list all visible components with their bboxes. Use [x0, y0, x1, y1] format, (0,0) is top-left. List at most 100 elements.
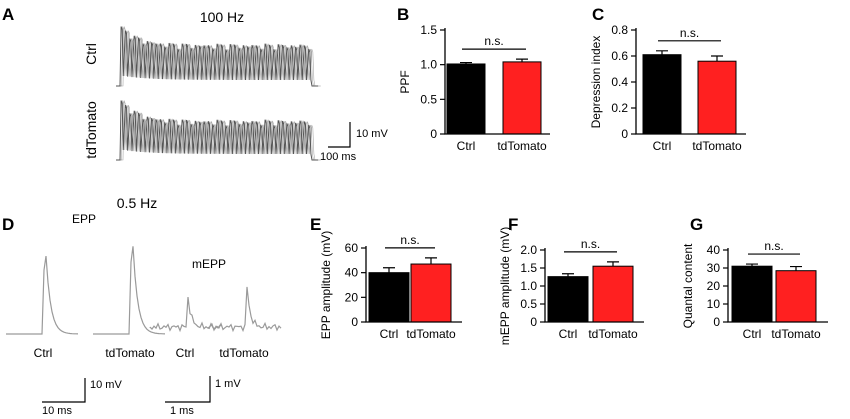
y-tick-label-e: 0	[351, 315, 358, 329]
label-epp: EPP	[72, 212, 96, 226]
y-tick-label-b: 1.0	[420, 58, 437, 72]
y-tick-label-b: 1.5	[420, 23, 437, 37]
error-bar-f-tdtomato	[607, 261, 619, 267]
panel-letter-f: F	[508, 215, 518, 234]
y-tick-label-e: 40	[345, 266, 359, 280]
x-tick-b-tdtomato: tdTomato	[497, 139, 547, 153]
y-tick-label-g: 20	[707, 279, 721, 293]
error-bar-e-ctrl	[383, 267, 395, 273]
y-tick-label-c: 0.6	[611, 49, 628, 63]
y-tick-label-g: 0	[713, 315, 720, 329]
x-tick-c-tdtomato: tdTomato	[692, 139, 742, 153]
trace-a-ctrl-overlay	[119, 26, 321, 87]
y-tick-label-f: 1.5	[520, 261, 537, 275]
label-mepp: mEPP	[192, 257, 226, 271]
scale-epp-time: 10 ms	[42, 405, 72, 417]
y-tick-label-f: 1.0	[520, 279, 537, 293]
x-tick-g-ctrl: Ctrl	[743, 327, 762, 341]
y-axis-label-f: mEPP amplitude (mV)	[498, 227, 512, 345]
bar-g-ctrl	[731, 265, 773, 323]
trace-group-d	[6, 246, 282, 335]
d-label-ctrl-1: Ctrl	[34, 346, 53, 360]
significance-label-f: n.s.	[581, 237, 600, 251]
significance-label-g: n.s.	[764, 239, 783, 253]
trace-a-tdtomato-overlay	[119, 100, 321, 161]
x-tick-b-ctrl: Ctrl	[457, 139, 476, 153]
error-bar-g-ctrl	[746, 263, 758, 267]
y-tick-label-f: 0	[530, 315, 537, 329]
chart-g: Ctrl tdTomato 0 10 20 30 40 Quantal content n.s.	[681, 239, 828, 341]
y-axis-label-g: Quantal content	[681, 243, 695, 328]
y-tick-label-f: 0.5	[520, 297, 537, 311]
x-tick-c-ctrl: Ctrl	[653, 139, 672, 153]
y-tick-label-c: 0	[621, 127, 628, 141]
y-axis-label-c: Depression index	[589, 36, 603, 129]
bar-g-tdtomato	[775, 270, 817, 323]
panel-letter-d: D	[2, 215, 14, 234]
scale-mepp-time: 1 ms	[170, 405, 194, 417]
bar-f-tdtomato	[592, 265, 634, 323]
x-tick-e-ctrl: Ctrl	[380, 327, 399, 341]
y-tick-label-c: 0.8	[611, 23, 628, 37]
error-bar-f-ctrl	[562, 273, 574, 277]
chart-f: Ctrl tdTomato 0 0.5 1.0 1.5 2.0 mEPP amplitude …	[498, 227, 644, 345]
y-tick-label-b: 0.5	[420, 92, 437, 106]
title-05hz: 0.5 Hz	[117, 195, 157, 211]
chart-c: Ctrl tdTomato 0 0.2 0.4 0.6 0.8 Depression inde…	[589, 23, 746, 153]
bar-c-tdtomato	[697, 60, 737, 135]
x-tick-g-tdtomato: tdTomato	[771, 327, 821, 341]
bar-c-ctrl	[642, 54, 682, 135]
bar-b-ctrl	[446, 63, 486, 135]
significance-label-e: n.s.	[400, 233, 419, 247]
error-bar-b-tdtomato	[516, 58, 528, 62]
bar-f-ctrl	[547, 276, 589, 323]
epp-trace-tdtomato	[93, 246, 166, 335]
d-label-ctrl-2: Ctrl	[176, 346, 195, 360]
chart-e: Ctrl tdTomato 0 20 40 60 EPP amplitude (mV) n.s…	[319, 231, 462, 341]
error-bar-b-ctrl	[460, 61, 472, 64]
scale-mepp-voltage: 1 mV	[215, 378, 241, 390]
error-bar-c-tdtomato	[711, 55, 723, 62]
mepp-trace-tdtomato	[208, 286, 282, 333]
trace-label-td-a: tdTomato	[83, 101, 99, 159]
mepp-trace-ctrl	[149, 297, 223, 333]
d-label-td-2: tdTomato	[219, 346, 269, 360]
x-tick-f-ctrl: Ctrl	[559, 327, 578, 341]
y-tick-label-f: 2.0	[520, 243, 537, 257]
error-bar-g-tdtomato	[790, 265, 802, 271]
trace-label-ctrl-a: Ctrl	[83, 43, 99, 65]
panel-letter-c: C	[592, 5, 604, 24]
y-axis-label-b: PPF	[398, 70, 412, 93]
y-tick-label-e: 60	[345, 241, 359, 255]
chart-b: Ctrl tdTomato 0 0.5 1.0 1.5 PPF n.s.	[398, 23, 550, 153]
y-tick-label-g: 10	[707, 297, 721, 311]
panel-letter-b: B	[397, 5, 409, 24]
x-tick-f-tdtomato: tdTomato	[588, 327, 638, 341]
error-bar-e-tdtomato	[425, 257, 437, 265]
scale-bar-mepp	[165, 376, 211, 403]
significance-label-b: n.s.	[484, 34, 503, 48]
scale-a-voltage: 10 mV	[356, 128, 388, 140]
bar-b-tdtomato	[502, 61, 542, 135]
panel-letter-g: G	[690, 215, 703, 234]
significance-label-c: n.s.	[680, 26, 699, 40]
x-tick-e-tdtomato: tdTomato	[406, 327, 456, 341]
bar-e-tdtomato	[410, 263, 452, 323]
bar-e-ctrl	[368, 272, 410, 323]
scale-bar-a	[328, 122, 351, 148]
scale-bar-epp	[42, 378, 86, 403]
y-tick-label-g: 40	[707, 243, 721, 257]
y-tick-label-b: 0	[430, 127, 437, 141]
error-bar-c-ctrl	[656, 50, 668, 55]
d-label-td-1: tdTomato	[105, 346, 155, 360]
panel-letter-a: A	[2, 5, 14, 24]
y-tick-label-g: 30	[707, 261, 721, 275]
y-axis-label-e: EPP amplitude (mV)	[319, 231, 333, 340]
title-100hz: 100 Hz	[200, 9, 244, 25]
y-tick-label-e: 20	[345, 290, 359, 304]
panel-letter-e: E	[310, 215, 321, 234]
scale-a-time: 100 ms	[320, 151, 357, 163]
y-tick-label-c: 0.4	[611, 75, 628, 89]
trace-group-a	[116, 26, 321, 161]
